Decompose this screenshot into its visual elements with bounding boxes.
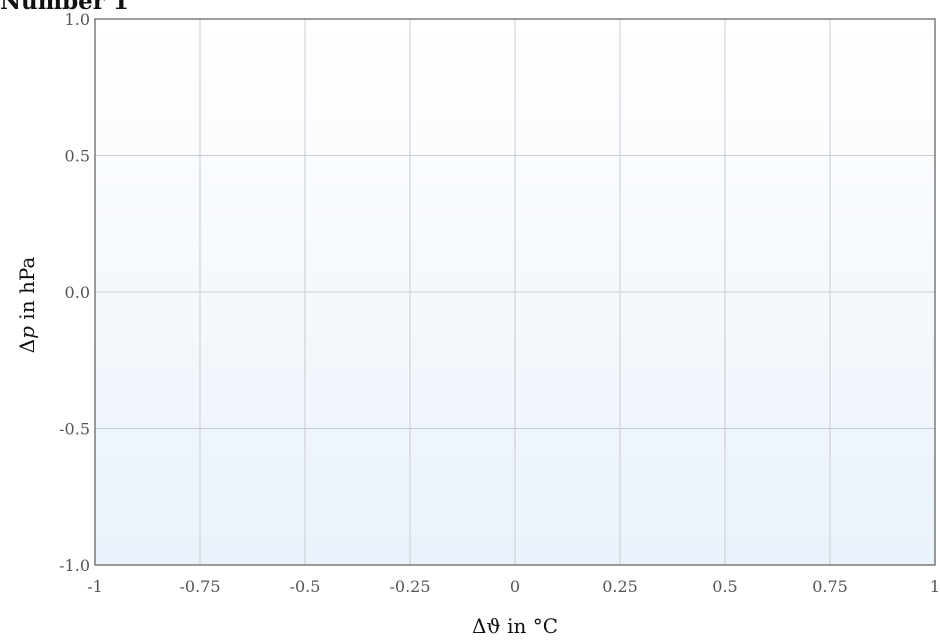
x-tick-label: 0.5 [712, 577, 737, 596]
y-tick-label: -0.5 [59, 420, 90, 439]
x-tick-label: -1 [87, 577, 103, 596]
x-tick-label: 0 [510, 577, 520, 596]
y-tick-label: 0.0 [65, 283, 90, 302]
y-tick-label: 0.5 [65, 147, 90, 166]
x-tick-label: -0.5 [290, 577, 321, 596]
y-tick-labels: 1.0 0.5 0.0 -0.5 -1.0 [59, 10, 90, 575]
x-axis-label: Δϑ in °C [472, 614, 558, 638]
x-tick-label: -0.25 [389, 577, 430, 596]
x-tick-label: 0.75 [812, 577, 848, 596]
y-tick-label: 1.0 [65, 10, 90, 29]
x-tick-label: 0.25 [602, 577, 638, 596]
plot-border [94, 18, 936, 566]
y-axis-label: Δp in hPa [15, 257, 39, 354]
chart-title: Number 1 [0, 0, 129, 15]
x-tick-label: 1 [930, 577, 940, 596]
x-tick-label: -0.75 [179, 577, 220, 596]
grid [95, 19, 935, 565]
x-tick-labels: -1 -0.75 -0.5 -0.25 0 0.25 0.5 0.75 1 [87, 577, 940, 596]
y-tick-label: -1.0 [59, 556, 90, 575]
